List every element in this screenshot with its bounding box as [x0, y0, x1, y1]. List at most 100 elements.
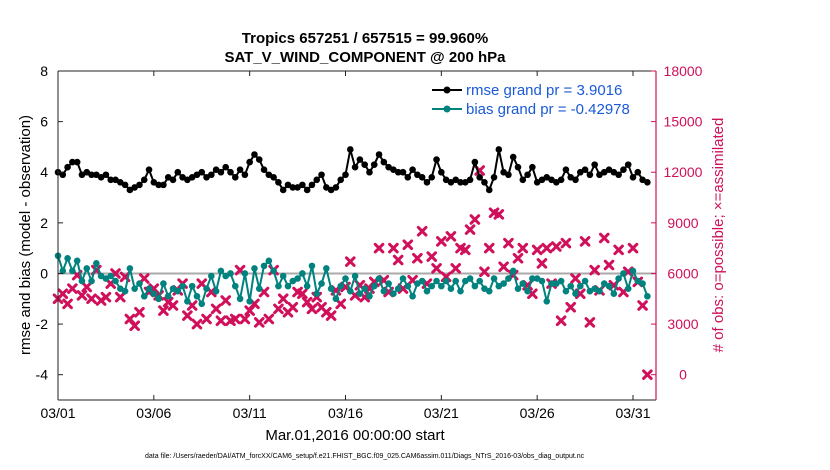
obs-marker-stroke [249, 298, 260, 310]
obs-marker [503, 237, 514, 249]
legend-rmse-label: rmse grand pr = 3.9016 [466, 82, 622, 99]
rmse-point [624, 161, 632, 168]
bias-point [231, 282, 239, 290]
bias-point [476, 277, 483, 285]
rmse-point [289, 184, 297, 191]
y-tick-label: 0 [40, 265, 48, 281]
bias-point [644, 292, 651, 300]
rmse-point [299, 181, 306, 189]
obs-marker-stroke [138, 273, 150, 284]
obs-marker-stroke [493, 209, 505, 220]
rmse-point [485, 186, 493, 194]
obs-marker-stroke [574, 288, 586, 300]
bias-point [121, 287, 129, 295]
obs-marker-stroke [158, 305, 169, 316]
bias-point [342, 275, 349, 282]
bias-point [361, 285, 368, 292]
bias-point [514, 285, 522, 292]
bias-point [356, 290, 364, 298]
rmse-point [88, 171, 95, 179]
rmse-point [375, 151, 383, 158]
y-tick-label: 8 [40, 63, 48, 79]
bias-point [596, 287, 603, 295]
obs-marker [392, 254, 404, 266]
rmse-point [481, 179, 488, 186]
bias-point [126, 265, 134, 272]
obs-marker-stroke [469, 214, 481, 225]
bias-point [509, 267, 517, 275]
obs-marker [297, 288, 308, 300]
bias-point [370, 282, 378, 290]
obs-marker-stroke [277, 293, 289, 305]
obs-marker [191, 318, 203, 330]
rmse-point [356, 156, 364, 163]
obs-marker-stroke [253, 317, 265, 328]
obs-marker-stroke [388, 242, 399, 254]
bias-point [390, 290, 397, 298]
obs-marker-stroke [551, 241, 562, 252]
rmse-point [495, 146, 503, 153]
obs-marker-stroke [196, 278, 208, 289]
bias-point [112, 277, 119, 285]
bias-point [409, 292, 416, 300]
bias-point [500, 280, 507, 287]
x-tick-label: 03/26 [520, 405, 555, 421]
bias-point [385, 280, 392, 287]
obs-marker [263, 313, 275, 325]
rmse-point [370, 161, 378, 168]
bias-point [131, 285, 138, 292]
obs-marker-stroke [512, 252, 524, 264]
bias-point [452, 277, 460, 285]
axes-layer [57, 70, 657, 401]
rmse-point [644, 179, 651, 186]
obs-marker-stroke [565, 301, 577, 313]
obs-marker-stroke [570, 273, 581, 284]
rmse-point [586, 171, 594, 179]
rmse-point [409, 166, 416, 173]
y2-tick-label: 3000 [667, 316, 698, 332]
rmse-point [227, 168, 234, 176]
rmse-point [514, 163, 522, 171]
bias-point [538, 277, 546, 285]
obs-marker [584, 317, 596, 328]
bias-point [208, 272, 215, 280]
bias-point [155, 295, 162, 303]
obs-marker [210, 303, 222, 315]
obs-marker [138, 273, 150, 284]
rmse-point [236, 166, 244, 173]
x-tick-label: 03/21 [424, 405, 459, 421]
rmse-point [361, 161, 368, 168]
obs-marker [57, 288, 69, 300]
legend-rmse-marker [443, 86, 451, 94]
bias-point [64, 254, 71, 262]
obs-marker [412, 252, 423, 264]
obs-marker-stroke [306, 303, 318, 315]
bias-point [275, 282, 282, 290]
obs-marker-stroke [536, 258, 548, 269]
obs-marker [464, 224, 476, 235]
rmse-point [107, 176, 115, 184]
bias-point [179, 282, 186, 290]
obs-marker-stroke [119, 271, 131, 283]
obs-marker [551, 241, 562, 252]
obs-marker-stroke [129, 320, 140, 332]
obs-marker [182, 310, 193, 321]
bias-point [212, 287, 220, 295]
obs-marker [613, 244, 624, 256]
tick-label-layer: 03/01 03/06 03/11 03/16 03/21 03/26 03/31 -4 -2 0… [36, 63, 703, 421]
obs-marker-stroke [316, 301, 327, 313]
obs-marker [450, 263, 462, 274]
obs-marker-stroke [191, 318, 203, 330]
obs-marker-stroke [416, 225, 428, 237]
bias-point [160, 280, 167, 287]
obs-marker [81, 281, 93, 293]
bias-point [323, 265, 330, 272]
x-tick-label: 03/31 [615, 405, 650, 421]
obs-marker-stroke [603, 259, 615, 271]
bias-point [188, 282, 196, 290]
obs-marker [579, 236, 591, 247]
obs-marker [373, 242, 385, 254]
obs-marker-stroke [555, 315, 567, 327]
rmse-point [476, 173, 483, 181]
rmse-point [404, 173, 412, 181]
